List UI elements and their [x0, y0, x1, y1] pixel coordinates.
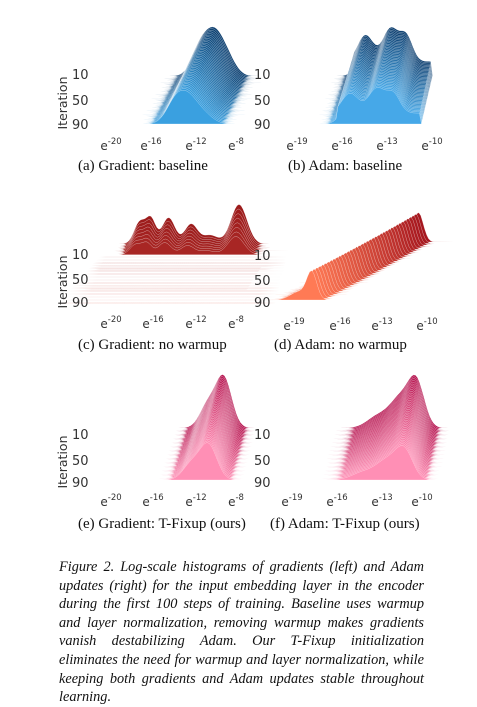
y-tick-label-1: 50 — [72, 94, 89, 109]
y-tick-label-0: 10 — [254, 68, 271, 83]
y-tick-label-2: 90 — [254, 296, 271, 311]
y-tick-label-1: 50 — [254, 274, 271, 289]
y-tick-label-2: 90 — [254, 118, 271, 133]
x-tick-label-3: e-10 — [416, 317, 437, 333]
y-axis-title: Iteration — [55, 76, 70, 129]
y-tick-label-1: 50 — [254, 454, 271, 469]
y-tick-label-2: 90 — [254, 476, 271, 491]
panel-d: 10 50 90 e-19 e-16 e-13 e-10 (d) Adam: no warm… — [252, 192, 472, 372]
caption-e: (e) Gradient: T-Fixup (ours) — [78, 516, 246, 533]
histogram-d: 10 50 90 e-19 e-16 e-13 e-10 — [252, 192, 472, 334]
y-tick-label-0: 10 — [72, 428, 89, 443]
x-tick-label-2: e-12 — [185, 137, 206, 153]
ridges — [240, 213, 457, 300]
y-tick-label-0: 10 — [72, 248, 89, 263]
ridges — [260, 27, 477, 124]
figure-caption-body: Log-scale histograms of gradients (left)… — [59, 559, 424, 705]
y-tick-label-1: 50 — [72, 454, 89, 469]
x-tick-label-2: e-13 — [371, 317, 392, 333]
caption-b: (b) Adam: baseline — [288, 158, 402, 175]
y-tick-label-0: 10 — [254, 428, 271, 443]
x-tick-label-1: e-16 — [329, 317, 350, 333]
x-tick-label-3: e-8 — [228, 493, 244, 509]
caption-f: (f) Adam: T-Fixup (ours) — [270, 516, 420, 533]
x-tick-label-1: e-16 — [140, 137, 161, 153]
x-tick-label-2: e-13 — [376, 137, 397, 153]
x-tick-label-3: e-10 — [411, 493, 432, 509]
caption-c: (c) Gradient: no warmup — [78, 337, 227, 354]
y-tick-label-1: 50 — [254, 94, 271, 109]
x-tick-label-0: e-19 — [286, 137, 307, 153]
x-tick-label-3: e-8 — [228, 137, 244, 153]
y-tick-label-0: 10 — [72, 68, 89, 83]
panel-f: 10 50 90 e-19 e-16 e-13 e-10 (f) Adam: T-Fixup… — [252, 370, 472, 540]
x-tick-label-0: e-20 — [100, 493, 121, 509]
ridge-28 — [71, 423, 280, 465]
caption-a: (a) Gradient: baseline — [78, 158, 208, 175]
x-tick-label-3: e-10 — [421, 137, 442, 153]
x-tick-label-1: e-16 — [331, 137, 352, 153]
x-tick-label-0: e-20 — [100, 315, 121, 331]
x-tick-label-1: e-16 — [326, 493, 347, 509]
y-tick-label-1: 50 — [72, 273, 89, 288]
x-tick-label-1: e-16 — [142, 315, 163, 331]
x-tick-label-0: e-19 — [283, 317, 304, 333]
ridge-29 — [70, 425, 280, 467]
y-tick-label-2: 90 — [72, 118, 89, 133]
y-axis-title: Iteration — [55, 435, 70, 488]
caption-d: (d) Adam: no warmup — [274, 337, 407, 354]
ridge-0 — [278, 213, 455, 242]
ridge-36 — [60, 437, 277, 476]
figure-caption-lead: Figure 2. — [59, 559, 114, 575]
x-tick-label-2: e-12 — [185, 315, 206, 331]
histogram-f: 10 50 90 e-19 e-16 e-13 e-10 — [252, 370, 472, 510]
y-tick-label-2: 90 — [72, 476, 89, 491]
histogram-b: 10 50 90 e-19 e-16 e-13 e-10 — [252, 16, 472, 156]
x-tick-label-0: e-20 — [100, 137, 121, 153]
y-tick-label-2: 90 — [72, 296, 89, 311]
figure-caption: Figure 2. Log-scale histograms of gradie… — [59, 558, 424, 707]
x-tick-label-0: e-19 — [281, 493, 302, 509]
y-tick-label-0: 10 — [254, 249, 271, 264]
x-tick-label-2: e-13 — [371, 493, 392, 509]
x-tick-label-2: e-12 — [185, 493, 206, 509]
ridges — [240, 375, 472, 480]
x-tick-label-3: e-8 — [228, 315, 244, 331]
panel-b: 10 50 90 e-19 e-16 e-13 e-10 (b) Adam: baselin… — [252, 16, 472, 196]
x-tick-label-1: e-16 — [142, 493, 163, 509]
y-axis-title: Iteration — [55, 255, 70, 308]
